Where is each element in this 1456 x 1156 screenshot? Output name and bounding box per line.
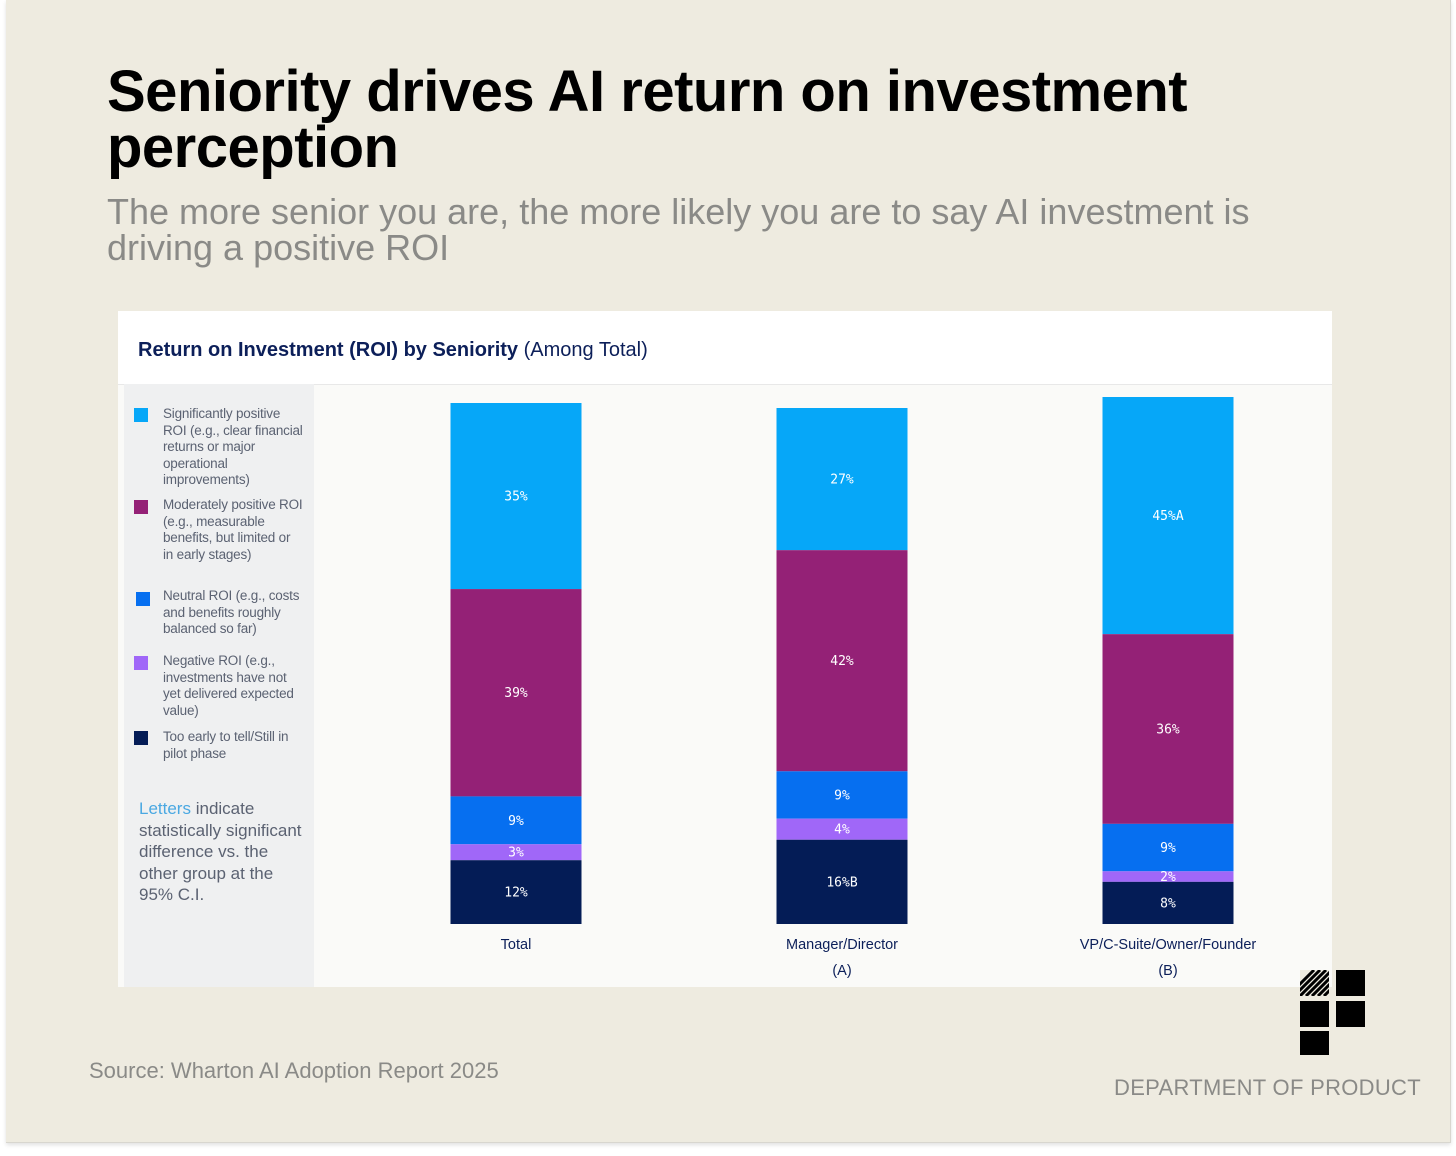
- data-label: 3%: [508, 846, 524, 861]
- legend-swatch: [136, 592, 150, 606]
- bar-segment: [450, 403, 582, 590]
- legend-swatch: [134, 731, 148, 745]
- bar-segment: [450, 844, 582, 861]
- data-label: 9%: [508, 814, 524, 829]
- bar-segment: [776, 818, 908, 840]
- data-label: 2%: [1160, 870, 1176, 885]
- bar-segment: [1102, 881, 1234, 924]
- data-label: 16%B: [826, 875, 857, 890]
- significance-note-accent: Letters: [139, 799, 191, 818]
- hatched-square: [1300, 970, 1329, 996]
- logo-block: [1336, 970, 1365, 996]
- logo-block: [1336, 1001, 1365, 1027]
- data-label: 27%: [830, 473, 854, 488]
- legend-label: Negative ROI (e.g., investments have not…: [163, 653, 294, 718]
- bar-segment: [450, 860, 582, 924]
- category-label: Manager/Director: [786, 937, 898, 953]
- legend-label: Neutral ROI (e.g., costs and benefits ro…: [163, 588, 300, 636]
- page-subtitle: The more senior you are, the more likely…: [107, 191, 1250, 268]
- legend-label: Too early to tell/Still in pilot phase: [163, 729, 289, 761]
- logo-block: [1300, 1031, 1329, 1055]
- bar-segment: [1102, 397, 1234, 635]
- data-label: 45%A: [1152, 509, 1183, 524]
- category-label: Total: [501, 937, 532, 953]
- data-label: 42%: [830, 654, 854, 669]
- data-label: 9%: [1160, 841, 1176, 856]
- brand-name: DEPARTMENT OF PRODUCT: [1114, 1075, 1421, 1100]
- data-label: 36%: [1156, 723, 1180, 738]
- bar-segment: [1102, 634, 1234, 824]
- bar-segment: [1102, 823, 1234, 872]
- data-label: 9%: [834, 789, 850, 804]
- category-label: VP/C-Suite/Owner/Founder: [1080, 937, 1257, 953]
- legend-label: Significantly positive ROI (e.g., clear …: [163, 406, 303, 487]
- department-of-product-logo-icon: [1300, 970, 1365, 1055]
- data-label: 12%: [504, 886, 528, 901]
- legend-label: Moderately positive ROI (e.g., measurabl…: [163, 497, 303, 562]
- chart-title: Return on Investment (ROI) by Seniority …: [138, 339, 648, 362]
- legend-swatch: [134, 656, 148, 670]
- bar-segment: [450, 796, 582, 845]
- page-title: Seniority drives AI return on investment…: [107, 59, 1188, 180]
- bar-segment: [450, 589, 582, 797]
- chart-legend: Significantly positive ROI (e.g., clear …: [124, 384, 314, 987]
- chart-title-qualifier: (Among Total): [518, 339, 648, 361]
- bar-segment: [776, 408, 908, 551]
- chart-panel: Return on Investment (ROI) by Seniority …: [118, 311, 1332, 987]
- stacked-bar-plot: 35% 39% 9% 3% 12% Total 27% 42% 9% 4% 16%B Manager/…: [450, 397, 1257, 979]
- significance-note: Letters indicate statistically significa…: [139, 798, 309, 906]
- data-label: 4%: [834, 823, 850, 838]
- infographic-card: Seniority drives AI return on investment…: [6, 0, 1451, 1143]
- bar-segment: [776, 550, 908, 772]
- legend-swatch: [134, 408, 148, 422]
- bar-segment: [776, 771, 908, 819]
- bar-segment: [1102, 871, 1234, 882]
- legend-swatch: [134, 500, 148, 514]
- chart-header: Return on Investment (ROI) by Seniority …: [118, 311, 1332, 385]
- data-label: 35%: [504, 490, 528, 505]
- chart-title-main: Return on Investment (ROI) by Seniority: [138, 339, 519, 361]
- significance-note-text: indicate statistically significant diffe…: [139, 799, 302, 904]
- bar-segment: [776, 839, 908, 924]
- category-sublabel: (B): [1158, 963, 1177, 979]
- category-sublabel: (A): [832, 963, 851, 979]
- data-label: 39%: [504, 686, 528, 701]
- data-label: 8%: [1160, 896, 1176, 911]
- logo-block: [1300, 1001, 1329, 1027]
- source-note: Source: Wharton AI Adoption Report 2025: [89, 1058, 499, 1083]
